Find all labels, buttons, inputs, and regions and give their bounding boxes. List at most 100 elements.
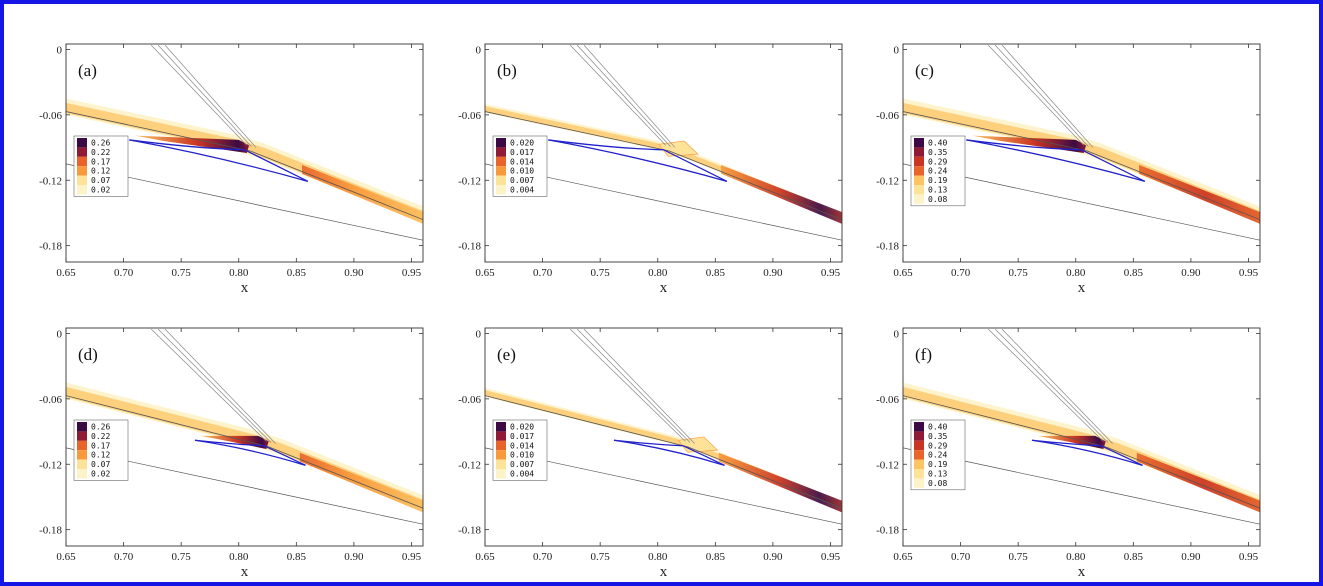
legend-swatch	[496, 156, 506, 167]
airfoil-lower-surface	[548, 139, 728, 182]
legend-level-label: 0.014	[510, 157, 534, 166]
x-tick-label: 0.80	[229, 551, 249, 563]
x-tick-label: 0.85	[706, 267, 726, 279]
axes-frame	[484, 43, 843, 263]
shock-line	[576, 328, 691, 443]
legend-swatch	[496, 450, 506, 460]
legend-level-label: 0.02	[91, 186, 110, 195]
y-tick-label: -0.18	[458, 525, 481, 537]
legend-level-label: 0.40	[928, 423, 947, 432]
y-tick-label: -0.06	[458, 110, 481, 122]
x-tick-label: 0.70	[951, 551, 971, 563]
shock-line	[164, 328, 276, 444]
legend-level-label: 0.35	[928, 148, 947, 157]
x-axis-title: x	[660, 564, 668, 580]
x-tick-label: 0.80	[1066, 267, 1086, 279]
x-tick-label: 0.80	[1066, 551, 1086, 563]
legend-level-label: 0.08	[928, 479, 947, 488]
y-tick-label: 0	[476, 44, 482, 56]
legend-level-label: 0.13	[928, 186, 947, 195]
airfoil-upper-surface	[548, 139, 728, 182]
panel-label: (c)	[915, 61, 934, 80]
x-tick-label: 0.65	[475, 551, 495, 563]
downstream-contour	[718, 452, 842, 513]
legend-swatch	[914, 459, 924, 469]
plot-content	[66, 328, 423, 525]
panel-label: (f)	[915, 345, 932, 364]
plot-content	[903, 44, 1260, 241]
airfoil-lower-surface	[1031, 439, 1143, 466]
x-tick-label: 0.75	[1009, 551, 1029, 563]
y-tick-label: -0.06	[39, 110, 62, 122]
legend-level-label: 0.29	[928, 157, 947, 166]
y-tick-label: -0.18	[39, 525, 62, 537]
y-tick-label: 0	[57, 328, 63, 340]
x-tick-label: 0.95	[1239, 551, 1259, 563]
colorbar-legend: 0.400.350.290.240.190.130.08	[910, 419, 966, 491]
legend-level-label: 0.08	[928, 195, 947, 204]
x-tick-label: 0.65	[56, 267, 76, 279]
x-tick-label: 0.70	[114, 551, 134, 563]
x-tick-label: 0.90	[763, 551, 783, 563]
legend-level-label: 0.12	[91, 167, 110, 176]
y-tick-label: -0.12	[39, 459, 62, 471]
legend-swatch	[496, 459, 506, 469]
panel-c: 0.65 0.70 0.75 0.80 0.85 0.90 0.95 0 -0.06 -0.12 -…	[876, 43, 1261, 296]
shock-line	[987, 328, 1104, 442]
y-tick-label: -0.06	[458, 394, 481, 406]
y-tick-label: -0.18	[876, 241, 899, 253]
legend-swatch	[914, 194, 924, 204]
y-tick-label: -0.18	[458, 241, 481, 253]
shock-line	[583, 44, 676, 148]
panel-f: 0.65 0.70 0.75 0.80 0.85 0.90 0.95 0 -0.06 -0.12 -…	[876, 327, 1261, 580]
x-tick-label: 0.95	[402, 267, 422, 279]
x-tick-label: 0.90	[344, 551, 364, 563]
panel-label: (a)	[78, 61, 97, 80]
legend-swatch	[77, 147, 87, 157]
legend-level-label: 0.17	[91, 441, 110, 450]
legend-level-label: 0.017	[510, 432, 534, 441]
contour-band-inner	[903, 102, 1260, 222]
legend-level-label: 0.29	[928, 441, 947, 450]
shock-line	[157, 328, 272, 443]
legend-swatch	[914, 478, 924, 488]
shock-line	[987, 44, 1085, 146]
upper-wall-line	[903, 111, 1260, 221]
x-tick-label: 0.85	[287, 551, 307, 563]
legend-level-label: 0.35	[928, 432, 947, 441]
x-tick-label: 0.70	[533, 267, 553, 279]
panel-d: 0.65 0.70 0.75 0.80 0.85 0.90 0.95 0 -0.06 -0.12 -…	[39, 327, 424, 580]
legend-level-label: 0.07	[91, 460, 110, 469]
legend-swatch	[77, 156, 87, 167]
downstream-contour	[721, 165, 842, 224]
axes-frame	[65, 327, 424, 547]
upper-wall-line	[66, 111, 423, 221]
legend-level-label: 0.07	[91, 176, 110, 185]
upper-wall-line	[485, 111, 842, 221]
legend-level-label: 0.22	[91, 432, 110, 441]
shock-line	[569, 328, 686, 442]
legend-swatch	[77, 422, 87, 432]
x-tick-label: 0.70	[114, 267, 134, 279]
y-tick-label: 0	[894, 328, 900, 340]
x-tick-label: 0.75	[172, 267, 192, 279]
panel-b: 0.65 0.70 0.75 0.80 0.85 0.90 0.95 0 -0.06 -0.12 -…	[458, 43, 843, 296]
shock-line	[150, 44, 248, 146]
legend-swatch	[914, 422, 924, 432]
y-tick-label: -0.18	[876, 525, 899, 537]
shock-line	[150, 328, 267, 442]
legend-swatch	[77, 166, 87, 176]
x-tick-label: 0.65	[475, 267, 495, 279]
y-tick-label: 0	[894, 44, 900, 56]
shock-line	[994, 328, 1109, 443]
y-tick-label: -0.12	[458, 459, 481, 471]
shock-line	[994, 44, 1089, 147]
x-tick-label: 0.85	[287, 267, 307, 279]
legend-level-label: 0.010	[510, 451, 534, 460]
legend-level-label: 0.19	[928, 460, 947, 469]
x-axis-title: x	[1078, 564, 1086, 580]
x-tick-label: 0.90	[1181, 551, 1201, 563]
